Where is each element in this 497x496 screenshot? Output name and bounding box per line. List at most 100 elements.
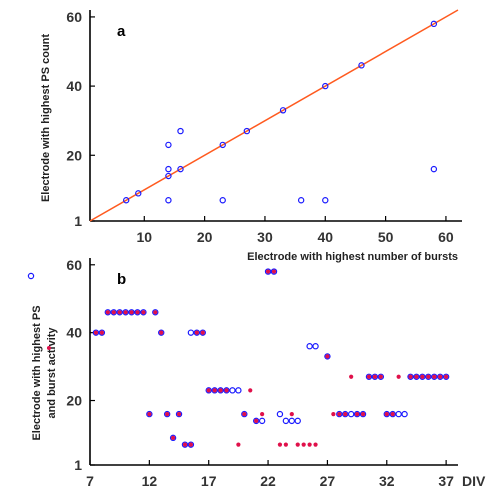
panel-b-burst-point: [414, 374, 419, 379]
panel-a-y-tick-label: 1: [74, 213, 82, 229]
panel-b-ps-point: [425, 373, 432, 380]
panel-b-burst-point: [153, 310, 158, 315]
panel-b-ps-point: [413, 373, 420, 380]
panel-b-burst-point: [260, 411, 265, 417]
panel-b-ps-point: [122, 309, 129, 316]
panel-b-y-label-line-2: and burst activity: [46, 327, 58, 419]
panel-a-data-point: [279, 107, 287, 114]
panel-a-data-point: [165, 172, 172, 180]
panel-b-ps-point: [419, 373, 426, 380]
panel-b-ps-point: [324, 353, 331, 360]
panel-b-burst-point: [283, 442, 288, 447]
panel-a-x-tick-label: 10: [137, 229, 153, 245]
panel-b-ps-point: [436, 373, 444, 380]
panel-a-data-point: [430, 20, 438, 28]
panel-b-burst-point: [432, 374, 437, 379]
panel-b-burst-point: [295, 442, 300, 447]
panel-b-ps-point: [169, 434, 177, 442]
panel-b-ps-point: [359, 410, 367, 418]
panel-a: a 10 20 30 40 50 60 1 20 40 60 Electrode with hi…: [40, 9, 462, 263]
panel-a-y-ticks: 1 20 40 60: [66, 9, 95, 229]
panel-b-burst-point: [170, 435, 176, 440]
panel-a-data-point: [177, 165, 184, 173]
panel-b-ps-point: [98, 329, 106, 336]
panel-b-ps-point: [294, 417, 301, 425]
panel-b-burst-point: [277, 442, 283, 447]
panel-b-burst-point: [325, 354, 330, 359]
panel-b-burst-point: [337, 411, 342, 417]
panel-b-y-label-line-1: Electrode with highest PS: [31, 305, 43, 440]
panel-b-ps-point: [264, 268, 272, 275]
panel-a-y-label: Electrode with highest PS count: [40, 34, 52, 202]
panel-a-x-tick-label: 50: [378, 229, 394, 245]
panel-b-burst-point: [396, 374, 401, 379]
panel-b-burst-point: [372, 374, 378, 379]
panel-b-ps-point: [229, 387, 236, 394]
panel-b-burst-point: [159, 330, 164, 335]
panel-b-ps-point: [371, 373, 379, 380]
panel-b-burst-point: [354, 411, 360, 417]
panel-a-x-tick-label: 20: [197, 229, 213, 245]
panel-a-data-point: [219, 197, 226, 204]
panel-b-ps-point: [431, 373, 438, 380]
panel-a-x-tick-label: 40: [317, 229, 333, 245]
panel-b-burst-point: [390, 411, 395, 417]
panel-b-ps-point: [92, 329, 100, 336]
panel-b-burst-point: [212, 388, 217, 393]
panel-b-x-tick-label: 27: [320, 473, 336, 489]
ps-legend-marker-icon: [27, 272, 35, 280]
panel-a-x-label: Electrode with highest number of bursts: [247, 251, 458, 263]
panel-b-ps-point: [347, 410, 355, 418]
panel-a-fit-line: [89, 9, 459, 222]
panel-b-x-tick-label: 22: [260, 473, 276, 489]
panel-b-ps-point: [193, 329, 201, 336]
panel-b-burst-point: [99, 330, 104, 335]
panel-b-burst-point: [117, 310, 122, 315]
panel-b-burst-point: [242, 411, 247, 417]
panel-a-data-point: [165, 141, 172, 149]
panel-b-burst-point: [188, 442, 194, 447]
panel-b-ps-point: [442, 373, 450, 380]
panel-b-ps-point: [152, 309, 159, 316]
panel-b-burst-point: [349, 374, 354, 379]
panel-b-burst-point: [200, 330, 205, 335]
panel-b-ps-point: [258, 417, 266, 425]
panel-b-burst-point: [218, 388, 223, 393]
panel-b-ps-point: [288, 417, 296, 425]
panel-b-ps-point: [312, 343, 319, 350]
panel-b-ps-point: [377, 373, 385, 380]
panel-b-burst-point: [129, 310, 134, 315]
panel-b-ps-point: [270, 268, 278, 275]
panel-a-y-tick-label: 60: [66, 9, 82, 25]
panel-b-burst-point: [93, 330, 99, 335]
panel-b-burst-point: [408, 374, 413, 379]
panel-b-x-tick-label: 17: [201, 473, 217, 489]
panel-b-ps-point: [116, 309, 123, 316]
panel-b-ps-point: [395, 410, 402, 418]
panel-b-ps-point: [401, 410, 408, 418]
panel-b-ps-point: [276, 410, 284, 418]
panel-b-burst-point: [165, 411, 170, 417]
panel-b-burst-point: [271, 269, 277, 274]
panel-a-data-point: [322, 82, 329, 90]
panel-b-y-tick-label: 60: [66, 257, 82, 273]
panel-b-burst-point: [444, 374, 449, 379]
panel-b-x-tick-label: 7: [86, 473, 94, 489]
panel-a-data-point: [322, 197, 329, 204]
panel-b-burst-point: [224, 388, 229, 393]
panel-b-x-ticks: 7 12 17 22 27 32 37: [86, 460, 454, 489]
panel-b-burst-point: [289, 411, 294, 417]
panel-b-burst-point: [426, 374, 431, 379]
panel-b-burst-point: [147, 411, 152, 417]
panel-b-ps-point: [241, 410, 248, 418]
panel-a-y-tick-label: 20: [66, 147, 82, 163]
panel-b-ps-point: [158, 329, 165, 336]
panel-b-ps-point: [187, 441, 195, 448]
panel-a-x-ticks: 10 20 30 40 50 60: [137, 216, 454, 245]
panel-b-ps-point: [383, 410, 390, 418]
panel-a-letter: a: [117, 23, 126, 40]
panel-b-burst-point: [301, 442, 306, 447]
panel-b-burst-point: [307, 442, 312, 447]
panel-b-burst-point: [105, 310, 110, 315]
